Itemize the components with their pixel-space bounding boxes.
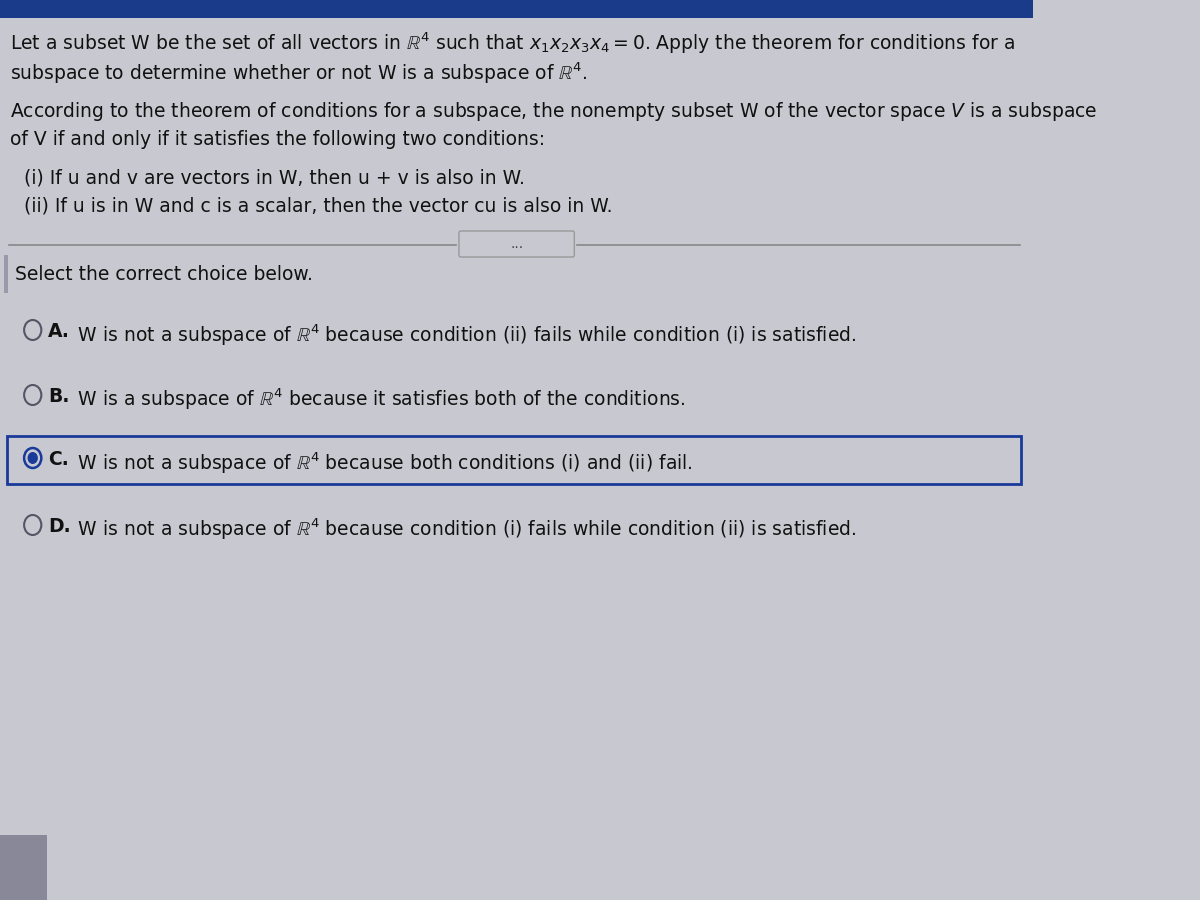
Text: subspace to determine whether or not W is a subspace of $\mathbb{R}^4$.: subspace to determine whether or not W i… — [11, 60, 588, 86]
Text: Let a subset W be the set of all vectors in $\mathbb{R}^4$ such that $x_1x_2x_3x: Let a subset W be the set of all vectors… — [11, 30, 1015, 56]
Text: W is not a subspace of $\mathbb{R}^4$ because condition (ii) fails while conditi: W is not a subspace of $\mathbb{R}^4$ be… — [72, 322, 857, 347]
FancyBboxPatch shape — [7, 436, 1021, 484]
Circle shape — [24, 448, 41, 468]
Text: ...: ... — [510, 237, 523, 251]
FancyBboxPatch shape — [0, 835, 47, 900]
Text: A.: A. — [48, 322, 70, 341]
Text: D.: D. — [48, 517, 71, 536]
Text: Select the correct choice below.: Select the correct choice below. — [16, 265, 313, 284]
FancyBboxPatch shape — [5, 255, 7, 293]
Text: (ii) If u is in W and c is a scalar, then the vector cu is also in W.: (ii) If u is in W and c is a scalar, the… — [24, 196, 613, 215]
Text: C.: C. — [48, 450, 68, 469]
FancyBboxPatch shape — [0, 0, 1033, 18]
Text: W is a subspace of $\mathbb{R}^4$ because it satisfies both of the conditions.: W is a subspace of $\mathbb{R}^4$ becaus… — [72, 387, 686, 412]
Text: According to the theorem of conditions for a subspace, the nonempty subset W of : According to the theorem of conditions f… — [11, 100, 1098, 123]
FancyBboxPatch shape — [458, 231, 575, 257]
Text: (i) If u and v are vectors in W, then u + v is also in W.: (i) If u and v are vectors in W, then u … — [24, 168, 524, 187]
Text: W is not a subspace of $\mathbb{R}^4$ because condition (i) fails while conditio: W is not a subspace of $\mathbb{R}^4$ be… — [72, 517, 857, 543]
Circle shape — [28, 452, 38, 464]
Text: of V if and only if it satisfies the following two conditions:: of V if and only if it satisfies the fol… — [11, 130, 546, 149]
Text: W is not a subspace of $\mathbb{R}^4$ because both conditions (i) and (ii) fail.: W is not a subspace of $\mathbb{R}^4$ be… — [72, 450, 694, 475]
FancyBboxPatch shape — [0, 0, 1033, 900]
Circle shape — [24, 320, 41, 340]
Circle shape — [24, 515, 41, 535]
Circle shape — [24, 385, 41, 405]
Text: B.: B. — [48, 387, 70, 406]
